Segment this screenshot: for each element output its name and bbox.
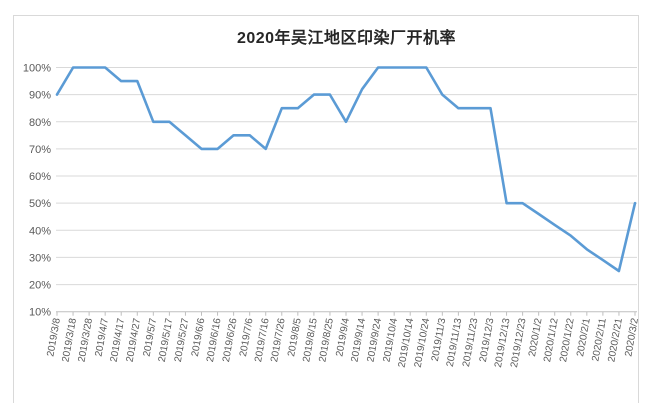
y-tick-label: 30% bbox=[29, 252, 51, 264]
x-tick-label: 2020/2/11 bbox=[590, 317, 609, 362]
x-tick-label: 2020/2/1 bbox=[575, 317, 593, 358]
x-tick-label: 2019/4/27 bbox=[125, 317, 144, 363]
y-tick-label: 50% bbox=[29, 198, 51, 210]
x-tick-label: 2019/4/17 bbox=[109, 317, 128, 363]
x-tick-label: 2019/7/6 bbox=[238, 317, 256, 358]
x-tick-label: 2020/1/22 bbox=[558, 317, 577, 363]
y-tick-label: 100% bbox=[23, 63, 51, 75]
x-tick-label: 2019/11/3 bbox=[430, 317, 449, 362]
x-tick-label: 2019/3/8 bbox=[45, 317, 63, 358]
x-tick-label: 2019/8/25 bbox=[317, 317, 336, 363]
x-tick-label: 2020/1/12 bbox=[542, 317, 561, 363]
x-tick-label: 2019/9/24 bbox=[366, 317, 385, 363]
x-tick-label: 2019/5/7 bbox=[142, 317, 160, 358]
x-tick-label: 2019/10/4 bbox=[382, 317, 401, 363]
y-tick-label: 90% bbox=[29, 90, 51, 102]
y-tick-label: 40% bbox=[29, 225, 51, 237]
x-tick-label: 2019/9/4 bbox=[334, 317, 352, 358]
x-tick-label: 2019/7/26 bbox=[269, 317, 288, 363]
chart-frame bbox=[13, 15, 639, 403]
x-tick-label: 2019/3/28 bbox=[77, 317, 96, 363]
x-tick-label: 2020/1/2 bbox=[527, 317, 545, 358]
x-tick-label: 2019/8/5 bbox=[286, 317, 304, 358]
x-tick-label: 2019/5/17 bbox=[157, 317, 176, 363]
chart-title: 2020年吴江地区印染厂开机率 bbox=[236, 30, 457, 47]
x-tick-label: 2020/3/2 bbox=[623, 317, 641, 358]
x-tick-label: 2019/12/23 bbox=[509, 317, 529, 369]
y-tick-label: 60% bbox=[29, 171, 51, 183]
data-series-line bbox=[55, 66, 637, 273]
x-tick-label: 2019/6/6 bbox=[190, 317, 208, 358]
x-tick-label: 2019/3/18 bbox=[60, 317, 79, 363]
x-tick-label: 2019/8/15 bbox=[301, 317, 320, 363]
y-tick-label: 70% bbox=[29, 144, 51, 156]
y-tick-label: 80% bbox=[29, 117, 51, 129]
x-tick-label: 2019/5/27 bbox=[173, 317, 192, 363]
x-tick-label: 2019/12/3 bbox=[478, 317, 497, 363]
y-tick-label: 10% bbox=[29, 307, 51, 319]
x-tick-label: 2019/7/16 bbox=[253, 317, 272, 363]
x-tick-label: 2019/9/14 bbox=[349, 317, 368, 363]
y-tick-label: 20% bbox=[29, 280, 51, 292]
x-tick-label: 2019/6/16 bbox=[205, 317, 224, 363]
x-tick-label: 2019/4/7 bbox=[94, 317, 112, 358]
x-tick-label: 2020/2/21 bbox=[606, 317, 625, 363]
x-tick-label: 2019/6/26 bbox=[221, 317, 240, 363]
